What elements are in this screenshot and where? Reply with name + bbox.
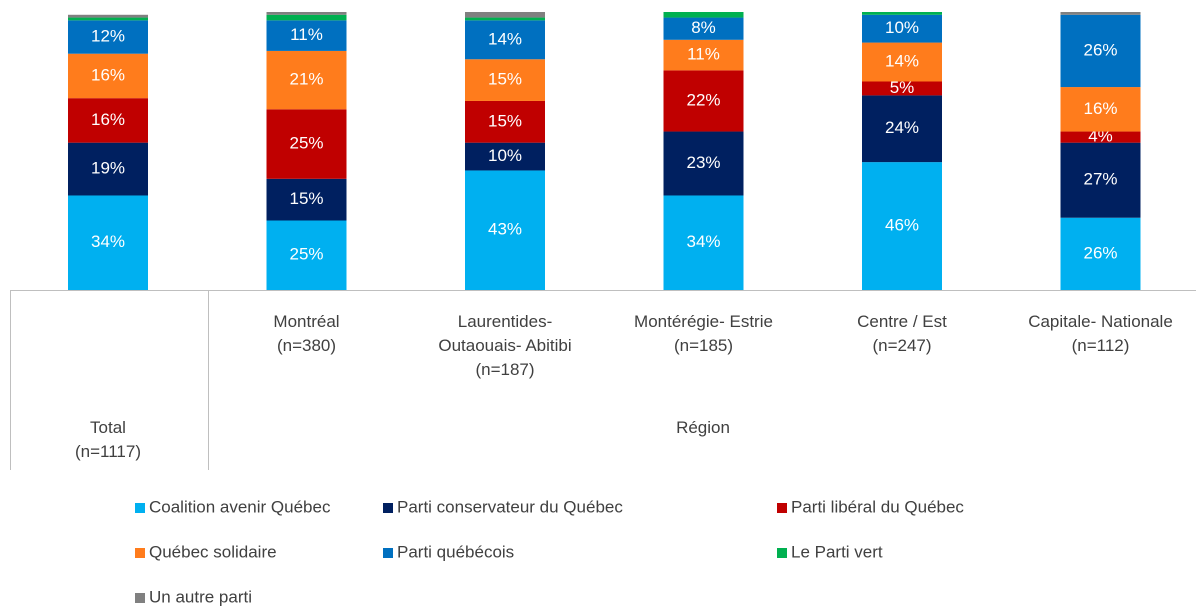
bar-segment [663,17,744,40]
bar-segment [465,17,545,21]
x-tick-label: Total (n=1117) [75,418,141,461]
bar-segment [68,195,148,290]
bar-segment [1060,142,1141,218]
legend-label: Coalition avenir Québec [149,497,331,516]
data-label: 14% [488,29,522,48]
bar-segment [465,170,545,290]
data-label: 19% [91,159,125,178]
bar-segment [465,142,545,171]
x-tick-label: Montérégie- Estrie (n=185) [634,312,773,355]
bar-segment [862,42,942,82]
data-label: 46% [885,216,919,235]
bar-segment [862,162,942,290]
bar-segment [266,50,347,110]
legend-label: Parti québécois [397,542,514,561]
bar-segment [862,12,942,15]
bar-segment [862,95,942,163]
data-label: 22% [686,90,720,109]
bar-segment [465,12,545,18]
data-label: 34% [91,232,125,251]
bar-segment [465,20,545,60]
bar-segment [68,20,148,54]
data-label: 16% [91,65,125,84]
bar-segment [1060,14,1141,88]
legend-swatch [777,548,787,558]
bar-segment [266,220,347,290]
bar-segment [663,131,744,196]
bar-segment [1060,12,1141,15]
bar-segment [266,12,347,15]
legend-label: Québec solidaire [149,542,277,561]
legend-label: Le Parti vert [791,542,883,561]
legend-swatch [777,503,787,513]
bar-segment [68,17,148,21]
bar-segment [266,20,347,51]
bar-segment [68,53,148,99]
bar-segment [68,14,148,18]
data-label: 24% [885,118,919,137]
data-label: 26% [1083,243,1117,262]
bar-segment [465,100,545,143]
legend-swatch [135,593,145,603]
legend-swatch [135,503,145,513]
legend-label: Parti conservateur du Québec [397,497,623,516]
x-tick-label: Centre / Est (n=247) [857,312,947,355]
bar-segment [862,14,942,43]
data-label: 12% [91,27,125,46]
data-label: 16% [1083,99,1117,118]
data-label: 23% [686,153,720,172]
data-label: 25% [289,134,323,153]
bar-segment [663,195,744,290]
data-label: 43% [488,220,522,239]
bar-segment [1060,131,1141,143]
data-label: 10% [885,18,919,37]
data-label: 21% [289,70,323,89]
data-label: 11% [290,25,323,44]
bar-segment [68,98,148,143]
legend-label: Un autre parti [149,587,252,606]
bar-segment [465,59,545,101]
x-tick-label: Capitale- Nationale (n=112) [1028,312,1173,355]
data-label: 14% [885,52,919,71]
bar-segment [663,39,744,71]
legend-swatch [383,548,393,558]
data-label: 11% [687,45,720,64]
data-label: 5% [890,78,915,97]
bar-segment [862,81,942,96]
data-label: 26% [1083,40,1117,59]
bar-segment [266,109,347,179]
group-label: Région [676,418,730,437]
legend-swatch [383,503,393,513]
x-tick-label: Montréal (n=380) [273,312,340,355]
bar-segment [68,142,148,196]
bar-segment [663,12,744,18]
data-label: 8% [691,18,716,37]
legend-label: Parti libéral du Québec [791,497,964,516]
data-label: 10% [488,146,522,165]
bar-segment [1060,217,1141,290]
data-label: 25% [289,245,323,264]
bar-segment [663,70,744,132]
legend-swatch [135,548,145,558]
data-label: 27% [1083,170,1117,189]
bar-segment [266,14,347,21]
data-label: 34% [686,232,720,251]
x-tick-label: Laurentides- Outaouais- Abitibi (n=187) [438,312,572,379]
data-label: 15% [289,189,323,208]
data-label: 15% [488,111,522,130]
data-label: 15% [488,70,522,89]
data-label: 16% [91,110,125,129]
bar-segment [1060,87,1141,132]
bar-segment [266,178,347,221]
